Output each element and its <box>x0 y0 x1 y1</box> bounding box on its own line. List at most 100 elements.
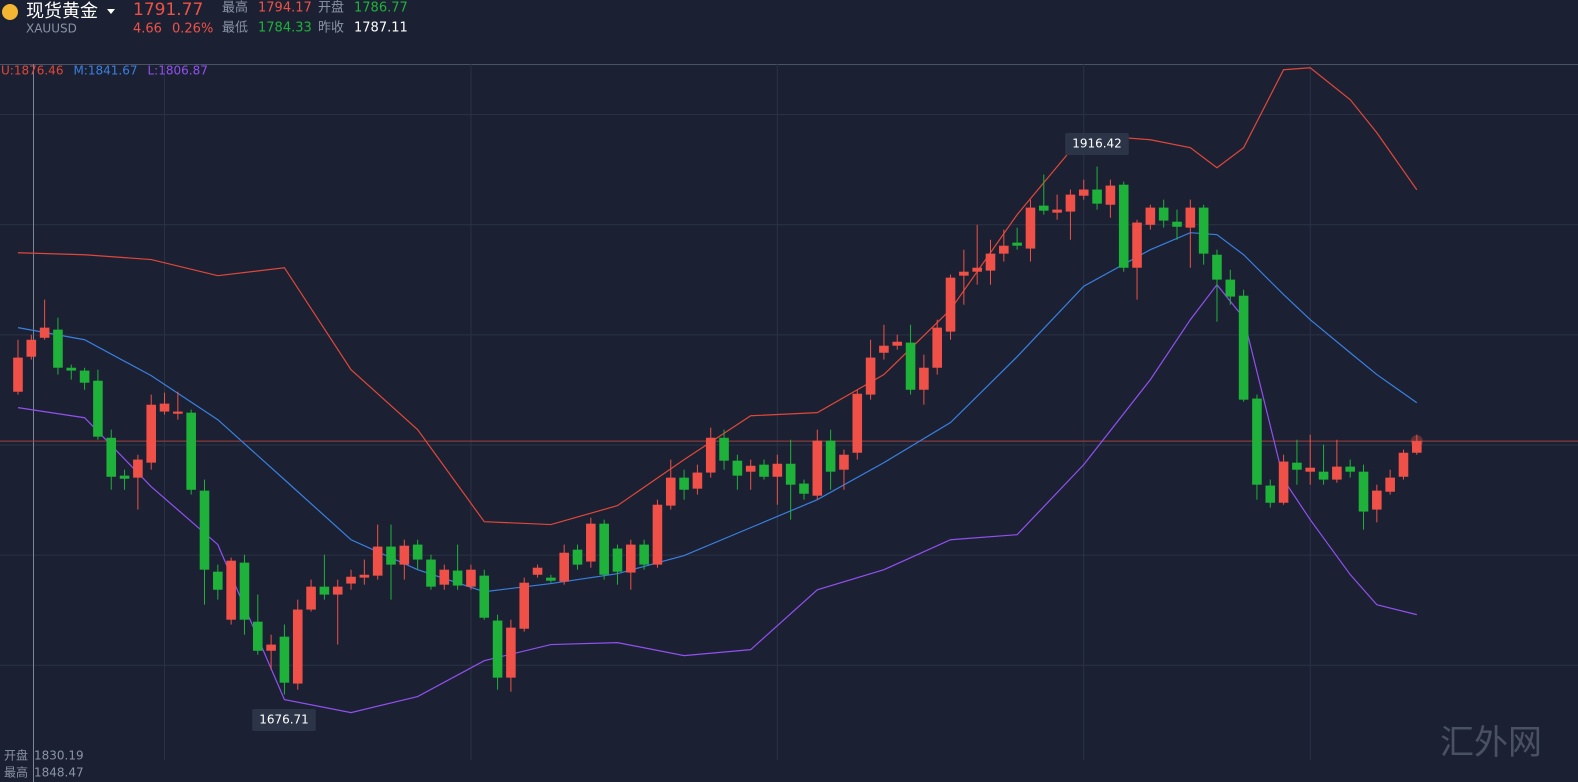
candle-body <box>1172 221 1182 227</box>
candle-body <box>53 329 63 368</box>
legend-entry: M:1841.67 <box>73 64 137 78</box>
footer-label: 开盘 <box>4 748 28 763</box>
candle-body <box>865 357 876 395</box>
candle-body <box>1358 471 1369 512</box>
candle-body <box>1225 279 1236 297</box>
candle-body <box>692 472 703 489</box>
annotation-box <box>252 709 316 731</box>
change: 4.66 <box>133 22 162 37</box>
candle-body <box>13 357 23 392</box>
candle-body <box>1198 207 1209 254</box>
candle-body <box>1238 295 1249 400</box>
candle-body <box>519 582 530 629</box>
candle-body <box>1332 466 1342 480</box>
stat-value: 1787.11 <box>354 21 408 36</box>
candle-body <box>546 577 556 581</box>
candle-body <box>1065 194 1076 212</box>
candle-body <box>532 567 543 575</box>
candle-body <box>199 490 210 570</box>
stat-label: 开盘 <box>318 0 344 16</box>
candle-body <box>159 403 170 412</box>
stat-label: 昨收 <box>318 21 344 36</box>
candle-body <box>372 546 383 576</box>
candle-body <box>1252 398 1262 485</box>
candle-body <box>399 545 410 565</box>
candle-body <box>466 569 476 587</box>
annotation: 1916.42 <box>1072 137 1122 151</box>
stat-label: 最高 <box>222 0 248 16</box>
candle-body <box>785 463 796 485</box>
candle-body <box>825 440 836 472</box>
candle-body <box>426 559 436 587</box>
candle-body <box>972 267 982 272</box>
band-line <box>17 67 1418 526</box>
instrument-name: 现货黄金 <box>26 1 98 22</box>
candle-body <box>1105 185 1116 205</box>
candle-body <box>266 644 276 651</box>
candle-body <box>559 552 569 582</box>
candle-body <box>239 562 250 620</box>
candle-body <box>759 464 769 477</box>
candle-body <box>79 370 90 383</box>
candle-body <box>679 477 689 490</box>
footer-label: 最高 <box>4 765 28 780</box>
candle-body <box>1372 490 1382 510</box>
stat-value: 1784.33 <box>258 21 312 36</box>
candle-body <box>26 339 37 357</box>
plot-area: U:1876.46 M:1841.67 L:1806.87 1916.42 1676.7… <box>0 64 1578 782</box>
candle-body <box>119 475 130 479</box>
last-price-glow <box>1410 435 1423 448</box>
candle-body <box>1345 466 1355 472</box>
annotation: 1676.71 <box>259 713 309 727</box>
candle-body <box>1212 254 1222 280</box>
candle-body <box>919 367 929 390</box>
candle-body <box>106 437 117 477</box>
candle-body <box>506 627 516 678</box>
candle-body <box>439 569 450 585</box>
dropdown-caret[interactable] <box>107 9 115 14</box>
candle-body <box>492 620 503 678</box>
candle-body <box>999 245 1009 254</box>
candle-body <box>1265 485 1276 503</box>
candle-body <box>1398 452 1409 477</box>
candle-body <box>572 549 583 565</box>
candle-body <box>1158 207 1169 221</box>
candle-body <box>1078 189 1089 196</box>
candle-body <box>879 345 889 353</box>
watermark: 汇外网 <box>1440 723 1542 763</box>
candle-body <box>1305 467 1316 472</box>
legend-entry: L:1806.87 <box>147 64 207 78</box>
candle-body <box>639 544 649 565</box>
candle-body <box>719 437 729 461</box>
candle-body <box>346 576 356 584</box>
candle-body <box>705 437 716 473</box>
candle-body <box>652 504 663 565</box>
candle-body <box>1278 461 1289 503</box>
candle-body <box>665 477 676 506</box>
candle-body <box>1132 222 1142 268</box>
candle-body <box>332 586 343 595</box>
candle-body <box>732 460 743 476</box>
candle-body <box>479 575 490 618</box>
legend-entry: U:1876.46 <box>1 64 63 78</box>
candle-body <box>799 483 809 494</box>
candle-body <box>146 404 157 463</box>
candle-body <box>93 380 103 437</box>
symbol: XAUUSD <box>26 22 77 36</box>
candle-body <box>599 523 609 575</box>
candle-body <box>612 548 623 572</box>
candle-body <box>1012 242 1022 246</box>
footer-value: 1848.47 <box>34 766 84 780</box>
stat-label: 最低 <box>222 21 248 36</box>
candle-body <box>386 546 396 565</box>
candle-body <box>452 570 463 586</box>
price: 1791.77 <box>133 0 203 20</box>
stat-value: 1794.17 <box>258 1 312 16</box>
band-line <box>17 283 1417 714</box>
candle-body <box>213 571 223 590</box>
candle-body <box>586 523 596 562</box>
candle-body <box>959 271 969 276</box>
footer-value: 1830.19 <box>34 749 84 763</box>
candle-body <box>1385 477 1395 492</box>
candle-body <box>1145 207 1156 225</box>
